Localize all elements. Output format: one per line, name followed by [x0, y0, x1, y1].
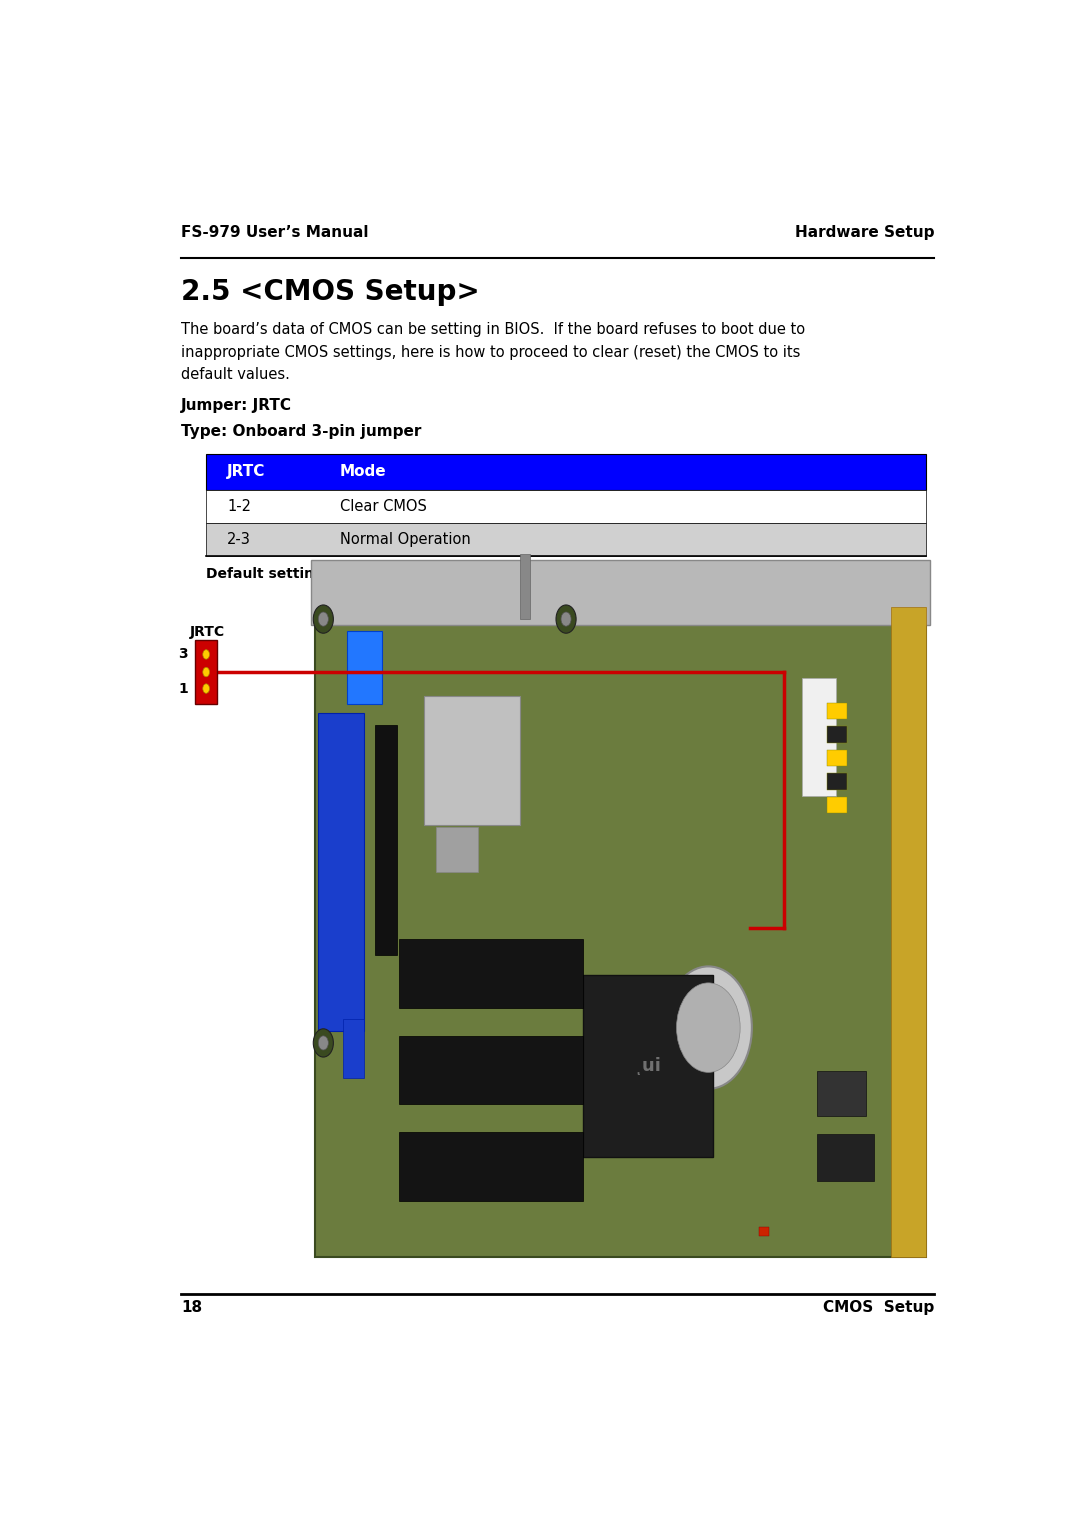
Text: 1-2: 1-2	[227, 498, 251, 514]
Circle shape	[319, 612, 328, 627]
Text: ͺui: ͺui	[634, 1057, 662, 1075]
Circle shape	[665, 966, 752, 1089]
FancyBboxPatch shape	[583, 974, 713, 1157]
Circle shape	[561, 612, 571, 627]
Text: Mode: Mode	[340, 465, 387, 480]
Text: The board’s data of CMOS can be setting in BIOS.  If the board refuses to boot d: The board’s data of CMOS can be setting …	[181, 323, 806, 382]
Text: 18: 18	[181, 1300, 202, 1315]
FancyBboxPatch shape	[347, 631, 382, 703]
FancyBboxPatch shape	[206, 454, 926, 489]
Circle shape	[203, 667, 210, 677]
FancyBboxPatch shape	[399, 1133, 583, 1200]
Text: CMOS  Setup: CMOS Setup	[823, 1300, 934, 1315]
Text: Type: Onboard 3-pin jumper: Type: Onboard 3-pin jumper	[181, 424, 421, 439]
Text: JRTC: JRTC	[227, 465, 266, 480]
FancyBboxPatch shape	[758, 1226, 769, 1235]
Text: JRTC: JRTC	[189, 625, 225, 639]
Circle shape	[556, 605, 576, 633]
Text: FS-979 User’s Manual: FS-979 User’s Manual	[181, 225, 368, 240]
FancyBboxPatch shape	[827, 726, 848, 743]
Circle shape	[676, 983, 740, 1072]
FancyBboxPatch shape	[343, 1020, 364, 1078]
FancyBboxPatch shape	[315, 607, 926, 1257]
FancyBboxPatch shape	[891, 607, 926, 1257]
FancyBboxPatch shape	[827, 749, 848, 766]
Circle shape	[313, 605, 334, 633]
Text: Normal Operation: Normal Operation	[340, 532, 471, 546]
FancyBboxPatch shape	[206, 489, 926, 523]
Text: Clear CMOS: Clear CMOS	[340, 498, 427, 514]
FancyBboxPatch shape	[802, 677, 836, 795]
FancyBboxPatch shape	[319, 713, 364, 1031]
FancyBboxPatch shape	[818, 1072, 866, 1116]
FancyBboxPatch shape	[436, 827, 478, 872]
FancyBboxPatch shape	[423, 696, 521, 826]
FancyBboxPatch shape	[827, 797, 848, 813]
FancyBboxPatch shape	[818, 1133, 874, 1180]
FancyBboxPatch shape	[206, 523, 926, 555]
FancyBboxPatch shape	[375, 725, 397, 954]
FancyBboxPatch shape	[827, 774, 848, 790]
FancyBboxPatch shape	[399, 1035, 583, 1104]
Text: 2.5 <CMOS Setup>: 2.5 <CMOS Setup>	[181, 278, 480, 306]
Text: 1: 1	[178, 682, 188, 696]
Text: Hardware Setup: Hardware Setup	[795, 225, 934, 240]
FancyBboxPatch shape	[195, 641, 217, 703]
Text: Jumper: JRTC: Jumper: JRTC	[181, 398, 292, 413]
Circle shape	[313, 1029, 334, 1057]
Circle shape	[203, 650, 210, 659]
FancyBboxPatch shape	[827, 703, 848, 719]
FancyBboxPatch shape	[311, 560, 930, 625]
Circle shape	[203, 683, 210, 693]
Text: Default setting: Default setting	[206, 567, 324, 581]
FancyBboxPatch shape	[399, 939, 583, 1008]
FancyBboxPatch shape	[521, 555, 530, 619]
Text: 2-3: 2-3	[227, 532, 251, 546]
Circle shape	[319, 1035, 328, 1050]
Text: 3: 3	[178, 647, 188, 662]
